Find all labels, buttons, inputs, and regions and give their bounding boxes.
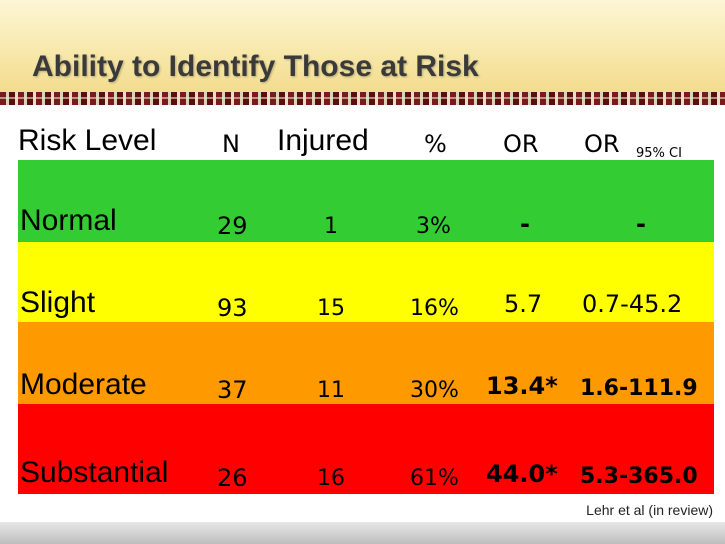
row-level: Slight (20, 286, 96, 319)
row-injured: 15 (317, 296, 345, 321)
citation: Lehr et al (in review) (586, 502, 713, 518)
row-or-ci: 5.3-365.0 (580, 464, 698, 489)
slide-header (0, 0, 725, 92)
header-or: OR (503, 130, 539, 158)
row-or: 13.4* (486, 372, 558, 400)
row-percent: 16% (410, 296, 459, 321)
row-band-moderate (18, 322, 714, 404)
slide-title: Ability to Identify Those at Risk (32, 50, 479, 83)
row-n: 26 (217, 464, 248, 492)
row-or: 44.0* (486, 460, 558, 488)
row-injured: 11 (317, 378, 345, 403)
row-level: Moderate (20, 368, 147, 401)
row-injured: 1 (324, 214, 338, 239)
row-or-ci: 0.7-45.2 (582, 290, 683, 318)
header-injured: Injured (277, 124, 369, 157)
row-level: Normal (20, 204, 117, 237)
row-or-ci: - (636, 210, 646, 238)
header-risk-level: Risk Level (18, 124, 157, 157)
header-ci-subscript: 95% CI (636, 146, 682, 161)
row-n: 37 (217, 376, 248, 404)
row-n: 29 (217, 212, 248, 240)
slide-footer (0, 522, 725, 544)
row-percent: 30% (410, 378, 459, 403)
row-percent: 61% (410, 466, 459, 491)
row-level: Substantial (20, 456, 169, 489)
row-percent: 3% (416, 214, 451, 239)
header-n: N (222, 130, 240, 158)
row-band-normal (18, 160, 714, 242)
row-injured: 16 (317, 466, 345, 491)
row-or: - (520, 210, 530, 238)
row-or-ci: 1.6-111.9 (580, 376, 698, 401)
row-band-substantial (18, 404, 714, 494)
header-percent: % (424, 130, 447, 158)
row-band-slight (18, 242, 714, 322)
row-n: 93 (217, 294, 248, 322)
row-or: 5.7 (504, 290, 543, 318)
decorative-stripe (0, 92, 725, 105)
header-or-ci: OR (584, 130, 620, 158)
